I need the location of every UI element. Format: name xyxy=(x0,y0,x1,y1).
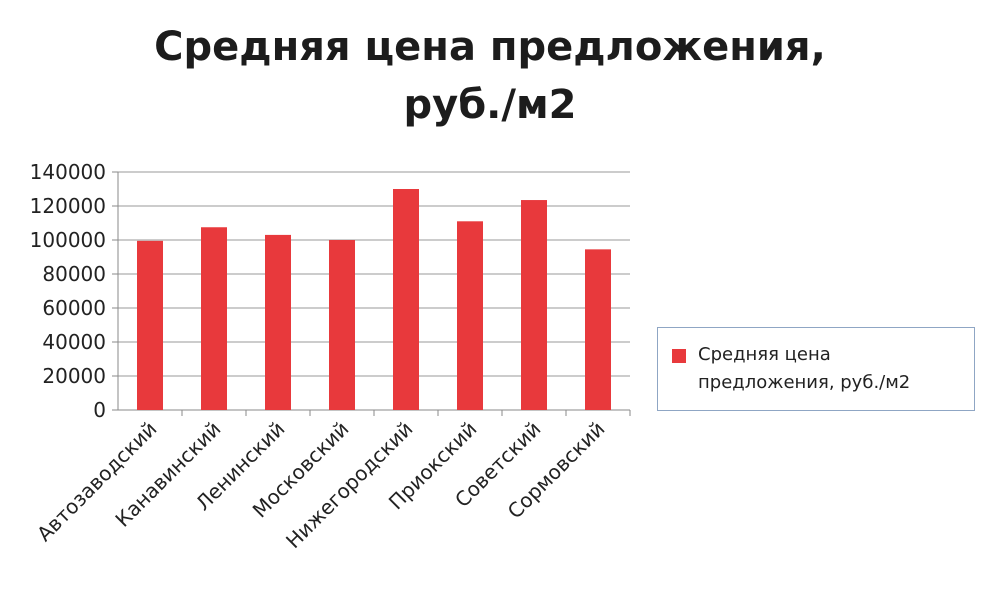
bars xyxy=(137,189,611,410)
legend-label: Средняя цена предложения, руб./м2 xyxy=(698,344,911,393)
y-tick-label: 80000 xyxy=(42,262,106,286)
y-tick-label: 140000 xyxy=(30,160,106,184)
y-tick-label: 0 xyxy=(93,398,106,422)
y-tick-label: 120000 xyxy=(30,194,106,218)
legend-swatch xyxy=(672,349,686,363)
bar xyxy=(457,221,483,410)
x-tick-label: Автозаводский xyxy=(32,417,162,547)
bar xyxy=(329,240,355,410)
bar xyxy=(137,240,163,410)
chart-title: Средняя цена предложения, руб./м2 xyxy=(154,24,826,128)
x-axis: АвтозаводскийКанавинскийЛенинскийМосковс… xyxy=(32,410,631,553)
y-tick-label: 60000 xyxy=(42,296,106,320)
y-tick-label: 20000 xyxy=(42,364,106,388)
bar xyxy=(585,249,611,410)
gridlines xyxy=(118,171,630,411)
y-axis: 0 20000 40000 60000 80000 100000 120000 140000 xyxy=(30,160,119,422)
y-tick-label: 40000 xyxy=(42,330,106,354)
bar xyxy=(393,189,419,410)
bar xyxy=(201,227,227,410)
bar xyxy=(521,200,547,410)
y-tick-label: 100000 xyxy=(30,228,106,252)
legend: Средняя цена предложения, руб./м2 xyxy=(657,327,975,411)
bar xyxy=(265,234,291,410)
